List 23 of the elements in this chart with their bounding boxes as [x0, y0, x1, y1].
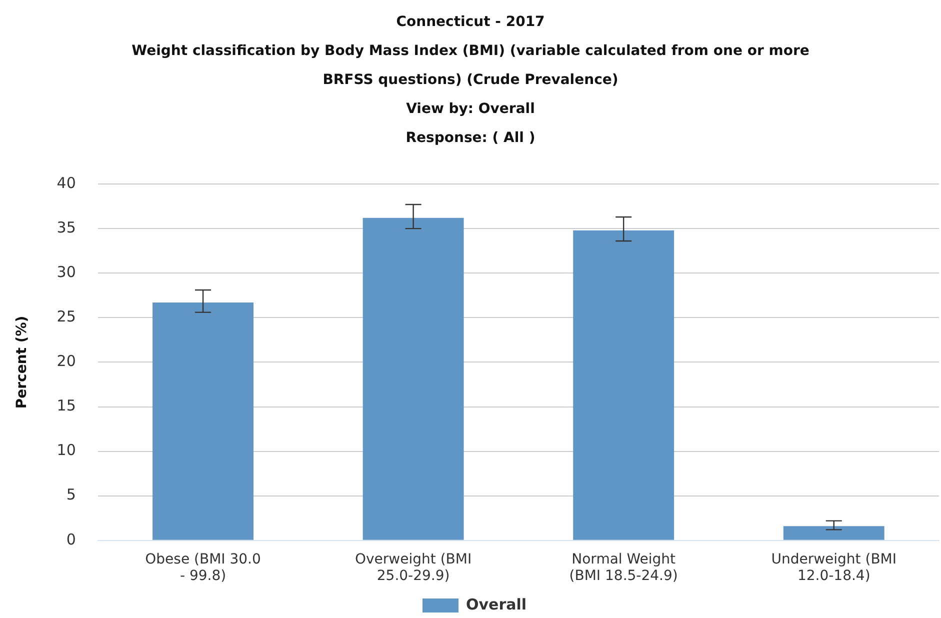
- x-tick-label: Obese (BMI 30.0 - 99.8): [145, 551, 261, 584]
- text: View by: Overall: [405, 100, 536, 119]
- y-tick-label: 35: [56, 218, 76, 236]
- y-tick-label: 15: [56, 396, 76, 415]
- chart-subtitle: Weight classification by Body Mass Index (BMI) (variable calculated from one or more BRFSS questions) (Crude Prevalence): [130, 42, 810, 90]
- bar: [783, 526, 884, 540]
- y-axis-title: Percent (%): [14, 316, 30, 409]
- x-tick-label: Overweight (BMI 25.0-29.9): [355, 551, 472, 584]
- y-tick-label: 40: [56, 174, 76, 192]
- x-tick-label: Underweight (BMI 12.0-18.4): [771, 551, 897, 584]
- y-tick-label: 0: [66, 530, 76, 548]
- chart-title: Connecticut - 2017: [395, 13, 546, 32]
- legend-label: Overall: [466, 595, 527, 614]
- y-tick-label: 10: [56, 441, 76, 460]
- text: Response: ( All ): [404, 129, 536, 148]
- y-tick-label: 25: [56, 308, 76, 326]
- bar: [362, 218, 464, 540]
- y-tick-label: 20: [56, 352, 76, 370]
- x-tick-label: Normal Weight (BMI 18.5-24.9): [569, 551, 678, 584]
- bar: [573, 230, 674, 540]
- y-tick-label: 5: [66, 486, 76, 504]
- y-tick-label: 30: [56, 262, 76, 281]
- bar: [152, 302, 254, 540]
